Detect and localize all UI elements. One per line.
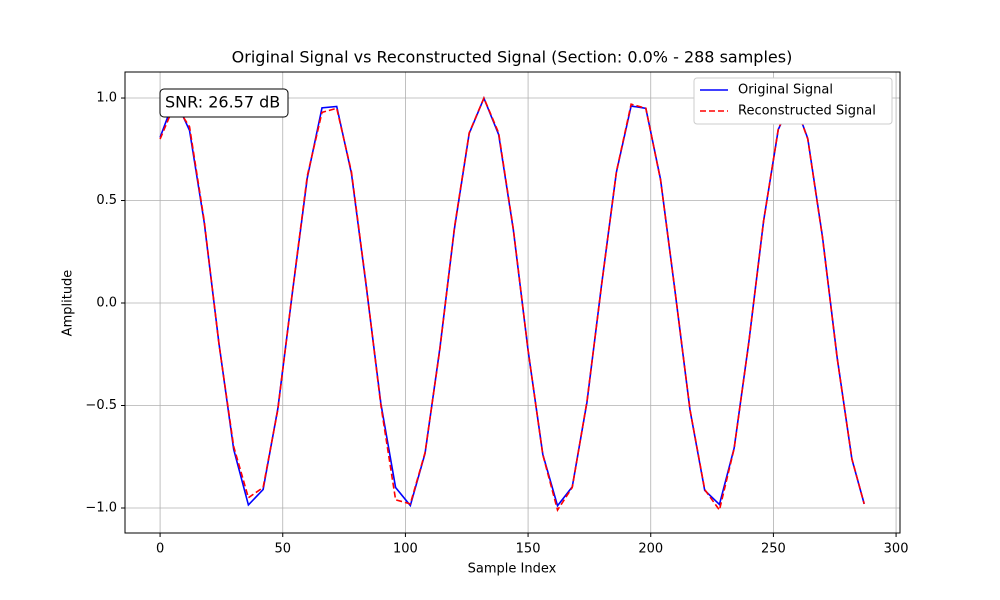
- y-axis-label: Amplitude: [61, 270, 76, 337]
- x-tick-label: 50: [274, 542, 291, 557]
- data-line: [159, 96, 865, 508]
- y-tick-label: 1.0: [96, 91, 117, 106]
- x-tick-label: 150: [516, 542, 541, 557]
- x-tick-label: 100: [393, 542, 418, 557]
- x-tick-label: 250: [761, 542, 786, 557]
- x-tick-label: 0: [156, 542, 164, 557]
- data-line: [159, 95, 865, 512]
- legend-box: [693, 77, 893, 125]
- annotation: SNR: 26.57 dB: [165, 93, 280, 112]
- legend-label: Original Signal: [738, 83, 833, 98]
- legend-label: Reconstructed Signal: [738, 104, 876, 119]
- x-tick-label: 300: [884, 542, 909, 557]
- y-tick-label: −1.0: [85, 500, 117, 515]
- y-tick-label: 0.5: [96, 193, 117, 208]
- x-axis-label: Sample Index: [468, 562, 557, 577]
- axes-frame: [124, 71, 901, 534]
- annotation-box: [159, 88, 289, 118]
- chart-title: Original Signal vs Reconstructed Signal …: [232, 48, 793, 67]
- y-tick-label: 0.0: [96, 296, 117, 311]
- x-tick-label: 200: [638, 542, 663, 557]
- y-tick-label: −0.5: [85, 398, 117, 413]
